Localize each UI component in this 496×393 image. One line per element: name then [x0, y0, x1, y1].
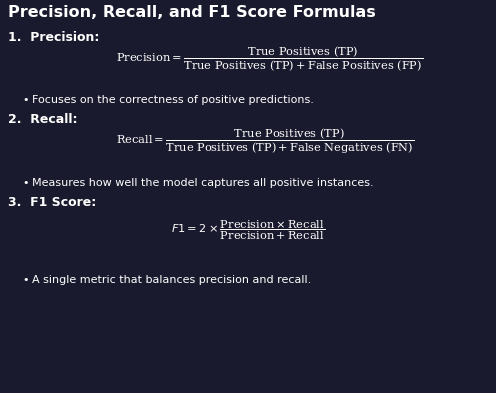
Text: Measures how well the model captures all positive instances.: Measures how well the model captures all…	[32, 178, 373, 188]
Text: 3.  F1 Score:: 3. F1 Score:	[8, 196, 96, 209]
Text: 2.  Recall:: 2. Recall:	[8, 113, 77, 126]
Text: $\mathregular{Recall} = \dfrac{\mathregular{True\ Positives\ (TP)}}{\mathregular: $\mathregular{Recall} = \dfrac{\mathregu…	[116, 126, 414, 156]
Text: A single metric that balances precision and recall.: A single metric that balances precision …	[32, 275, 311, 285]
Text: Focuses on the correctness of positive predictions.: Focuses on the correctness of positive p…	[32, 95, 314, 105]
Text: $\mathregular{Precision} = \dfrac{\mathregular{True\ Positives\ (TP)}}{\mathregu: $\mathregular{Precision} = \dfrac{\mathr…	[117, 44, 424, 73]
Text: •: •	[22, 178, 28, 188]
Text: $F1 = 2 \times \dfrac{\mathregular{Precision} \times \mathregular{Recall}}{\math: $F1 = 2 \times \dfrac{\mathregular{Preci…	[171, 218, 325, 242]
Text: •: •	[22, 95, 28, 105]
Text: •: •	[22, 275, 28, 285]
Text: Precision, Recall, and F1 Score Formulas: Precision, Recall, and F1 Score Formulas	[8, 5, 376, 20]
Text: 1.  Precision:: 1. Precision:	[8, 31, 99, 44]
